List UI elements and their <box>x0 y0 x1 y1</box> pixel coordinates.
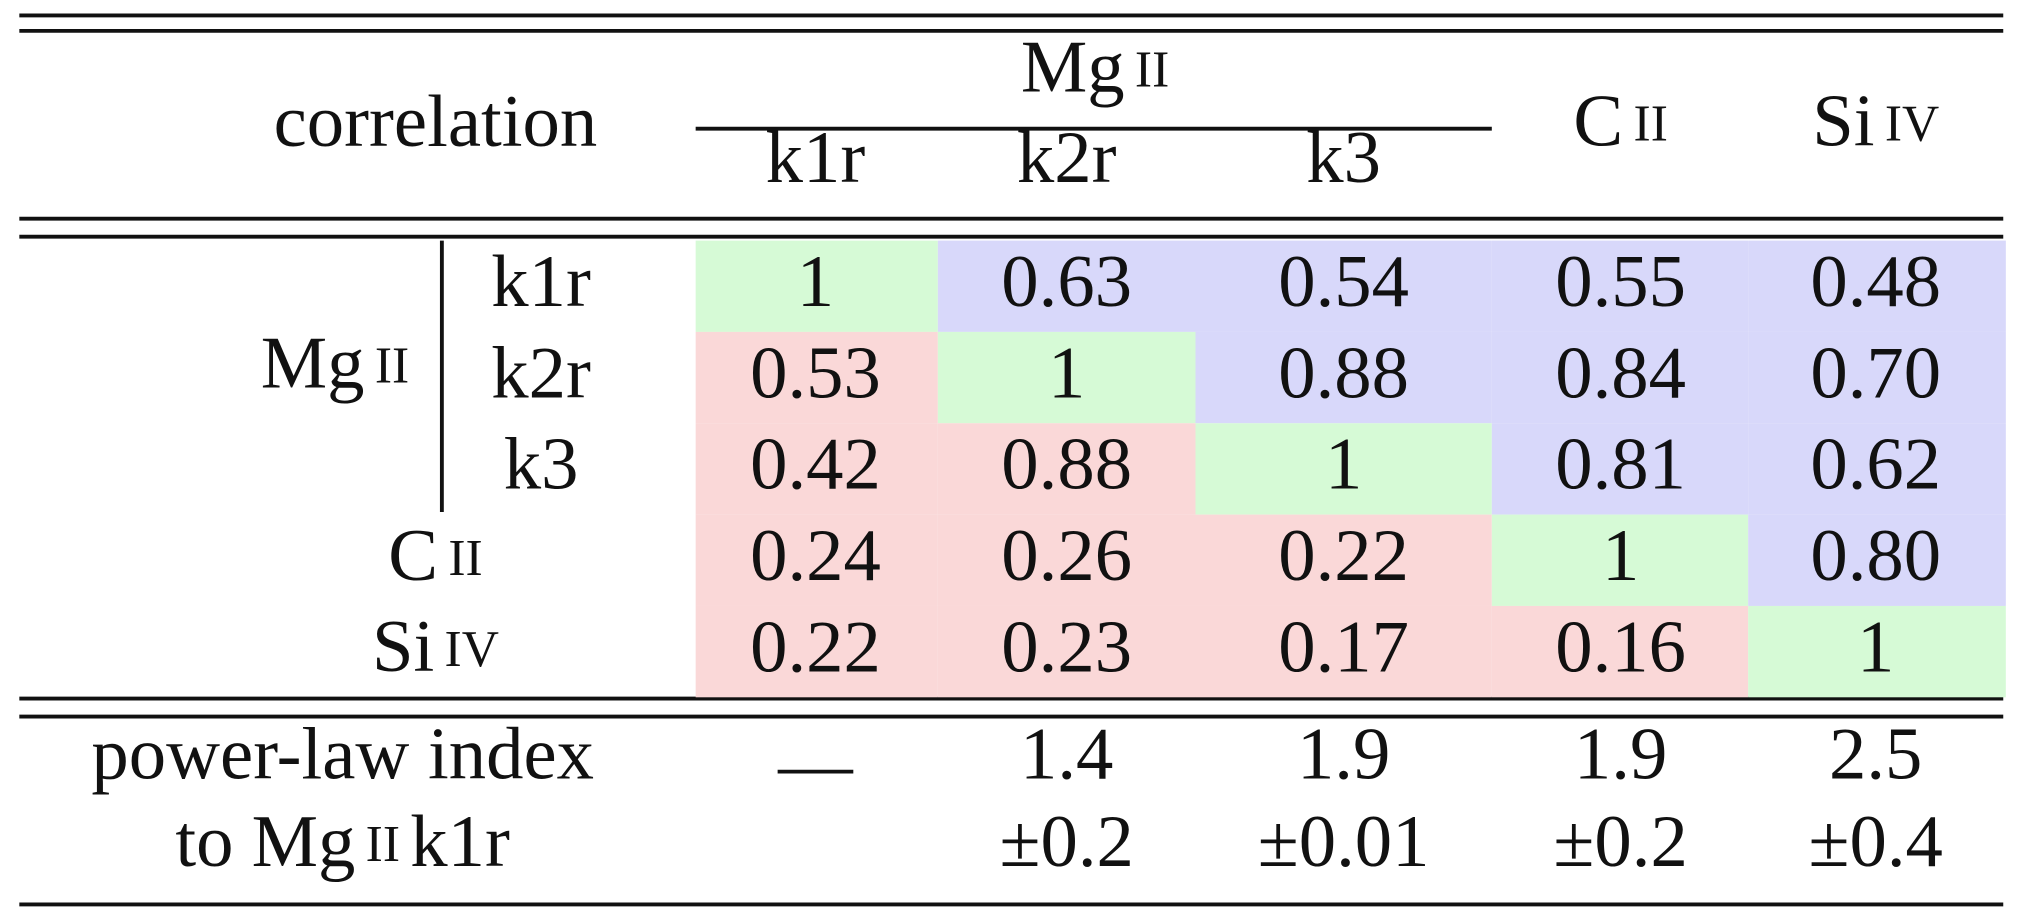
cell: 0.17 <box>1278 605 1409 688</box>
cell: 0.23 <box>1001 605 1132 688</box>
cell: 1 <box>797 240 834 323</box>
row-label: C II <box>388 514 482 597</box>
cell: 0.48 <box>1810 240 1941 323</box>
cell: 0.16 <box>1555 605 1686 688</box>
row-label: Si IV <box>372 605 499 688</box>
row-label: k2r <box>491 331 591 414</box>
cell-bg <box>1195 240 1492 332</box>
element: Si <box>1812 80 1874 163</box>
element: C <box>1573 80 1623 163</box>
row-label: to Mg II k1r <box>175 800 510 883</box>
stage: II <box>366 816 400 873</box>
cell: ±0.2 <box>999 800 1133 883</box>
cell: ±0.2 <box>1553 800 1687 883</box>
cell: 0.84 <box>1555 331 1686 414</box>
cell: 1 <box>1857 605 1894 688</box>
cell-bg <box>1748 423 2006 515</box>
cell-bg <box>937 331 1196 424</box>
column-header: C II <box>1573 80 1667 163</box>
cell-bg <box>1491 423 1749 515</box>
cell: 1.4 <box>1020 713 1113 796</box>
cell-bg <box>695 605 938 698</box>
cell-bg <box>1748 605 2006 698</box>
cell: 0.88 <box>1001 423 1132 506</box>
row-label: k3 <box>504 423 579 506</box>
stage: II <box>375 337 409 394</box>
cell: 1 <box>1602 514 1639 597</box>
cell-bg <box>937 514 1196 606</box>
cell-bg <box>695 331 938 424</box>
cell: 0.54 <box>1278 240 1409 323</box>
cell: 0.24 <box>750 514 881 597</box>
cell: 1.9 <box>1297 713 1390 796</box>
cell: — <box>777 723 854 806</box>
element: Mg <box>261 322 365 405</box>
cell: 0.62 <box>1810 423 1941 506</box>
cell: 1.9 <box>1574 713 1667 796</box>
cell: 0.26 <box>1001 514 1132 597</box>
cell-bg <box>1195 605 1492 698</box>
stage: II <box>1135 41 1169 98</box>
stage: IV <box>445 621 499 678</box>
cell-bg <box>937 240 1196 332</box>
element: Mg <box>1021 26 1125 109</box>
cell-bg <box>695 423 938 515</box>
row-label: k1r <box>491 240 591 323</box>
stage: II <box>1634 95 1668 152</box>
cell-bg <box>1195 423 1492 515</box>
cell-bg <box>1491 240 1749 332</box>
column-header: k3 <box>1306 116 1381 199</box>
prefix: to <box>175 800 233 883</box>
cell-bg <box>695 240 938 332</box>
cell: 0.80 <box>1810 514 1941 597</box>
group-header: Mg II <box>1021 26 1169 109</box>
row-group-label: Mg II <box>261 322 409 405</box>
cell-bg <box>1491 331 1749 424</box>
element: C <box>388 514 438 597</box>
element: Si <box>372 605 434 688</box>
cell-bg <box>937 605 1196 698</box>
cell-bg <box>1195 331 1492 424</box>
cell-bg <box>1491 514 1749 606</box>
cell-bg <box>1491 605 1749 698</box>
cell: 2.5 <box>1829 713 1922 796</box>
cell-bg <box>1195 514 1492 606</box>
cell-bg <box>1748 331 2006 424</box>
cell: 0.88 <box>1278 331 1409 414</box>
cell: ±0.01 <box>1258 800 1430 883</box>
cell: 0.81 <box>1555 423 1686 506</box>
column-header: Si IV <box>1812 80 1939 163</box>
column-header: k2r <box>1017 116 1117 199</box>
corner-header: correlation <box>274 80 598 163</box>
cell: 0.22 <box>750 605 881 688</box>
cell: ±0.4 <box>1809 800 1943 883</box>
element: Mg <box>252 800 356 883</box>
column-header: k1r <box>766 116 866 199</box>
cell: 0.63 <box>1001 240 1132 323</box>
cell: 1 <box>1325 423 1362 506</box>
cell: 1 <box>1048 331 1085 414</box>
stage: IV <box>1885 95 1939 152</box>
cell: 0.53 <box>750 331 881 414</box>
line: k1r <box>410 800 510 883</box>
row-label: power-law index <box>91 713 594 796</box>
cell: 0.70 <box>1810 331 1941 414</box>
cell: 0.42 <box>750 423 881 506</box>
cell-bg <box>937 423 1196 515</box>
cell: 0.22 <box>1278 514 1409 597</box>
cell-bg <box>1748 514 2006 606</box>
cell-bg <box>1748 240 2006 332</box>
cell: 0.55 <box>1555 240 1686 323</box>
cell-bg <box>695 514 938 606</box>
stage: II <box>448 530 482 587</box>
